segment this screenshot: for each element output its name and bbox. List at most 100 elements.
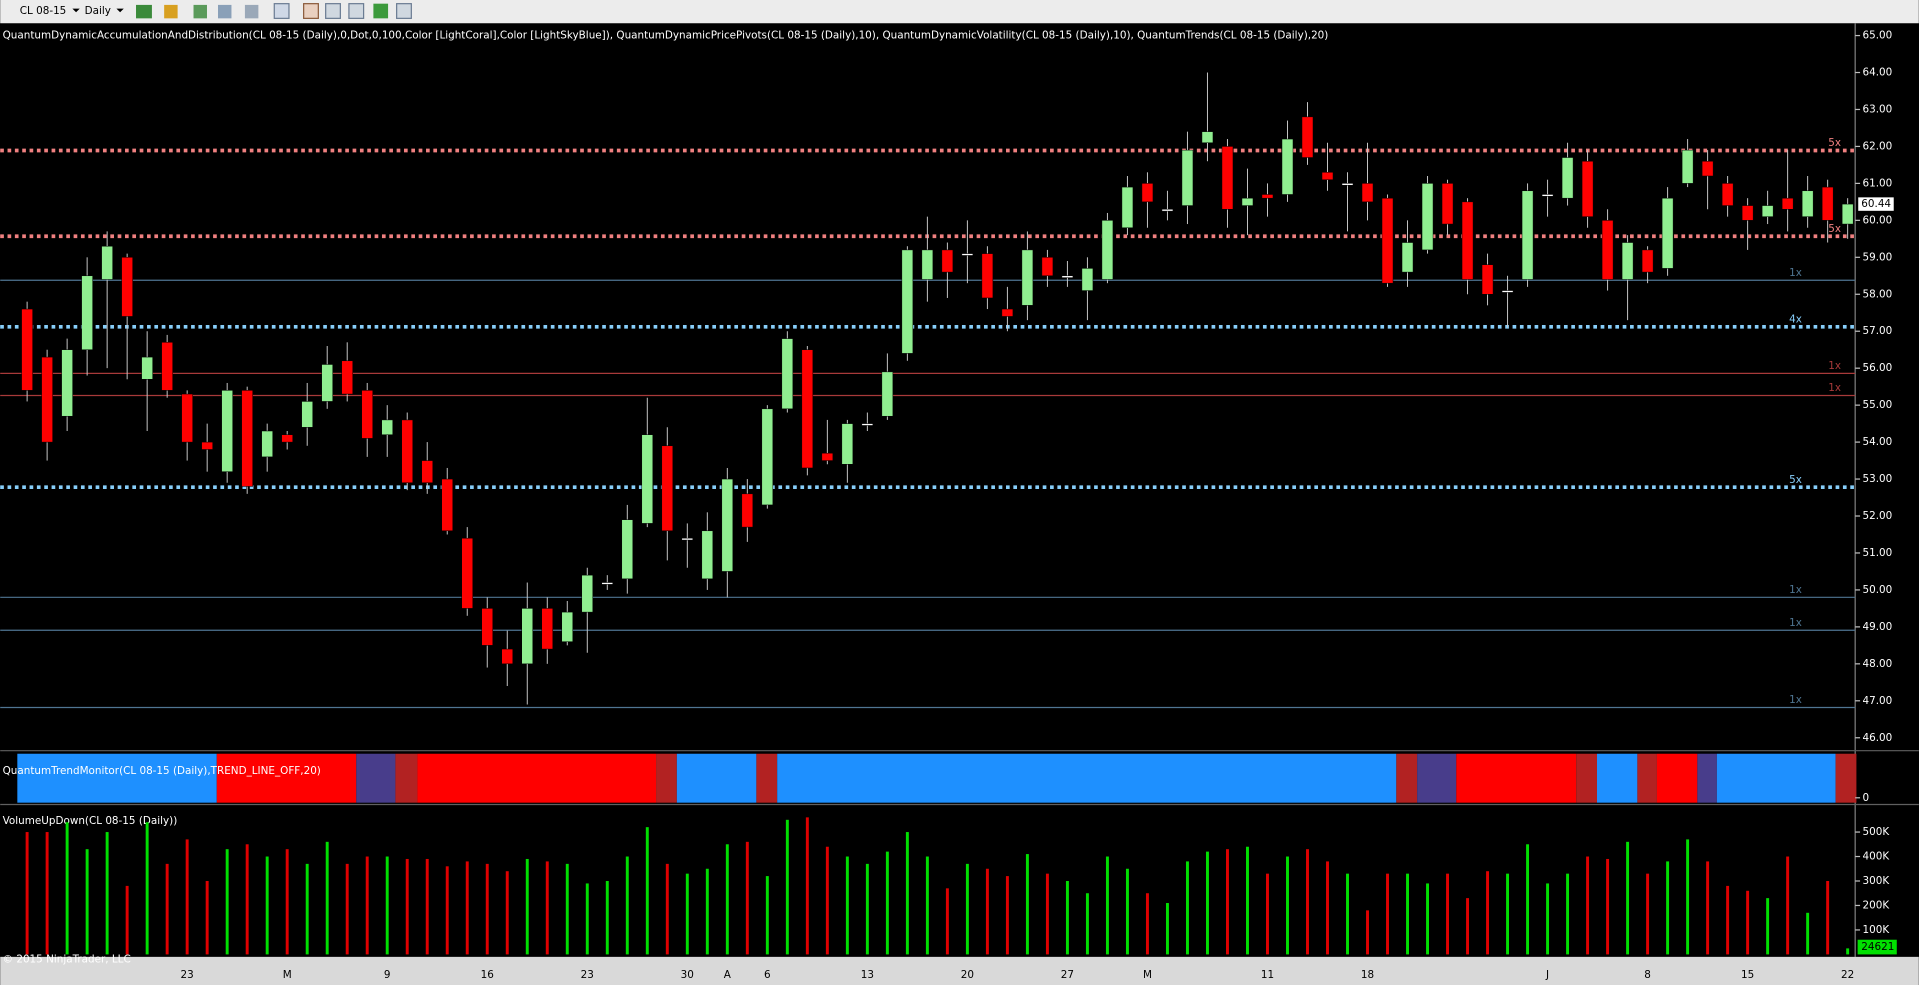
trend-state — [1656, 753, 1698, 803]
y-tick-label: 63.00 — [1863, 103, 1893, 115]
volume-bar — [1426, 883, 1429, 955]
volume-bar — [165, 863, 169, 955]
volume-bar — [1025, 854, 1029, 955]
volume-bar — [45, 832, 49, 955]
y-tick-label: 51.00 — [1863, 547, 1893, 559]
volume-bar — [125, 885, 129, 955]
candle-body — [561, 611, 574, 642]
candle-body — [121, 257, 133, 317]
interval-selector[interactable]: Daily — [85, 5, 111, 17]
candle-body — [1381, 197, 1394, 284]
volume-bar — [405, 858, 409, 955]
candle-body — [241, 390, 253, 487]
volume-bar — [1346, 873, 1349, 955]
volume-bar — [1125, 868, 1129, 955]
y-tick-label: 59.00 — [1863, 251, 1893, 263]
volume-bar — [1766, 898, 1770, 955]
data-box-button[interactable] — [325, 3, 341, 19]
volume-bar — [1546, 883, 1550, 955]
candle-body — [1361, 183, 1374, 203]
order-button[interactable] — [373, 3, 389, 19]
candle-body — [421, 460, 433, 483]
zoom-button[interactable] — [244, 4, 259, 19]
candle-body — [1481, 264, 1494, 295]
trend-monitor-title: QuantumTrendMonitor(CL 08-15 (Daily),TRE… — [3, 765, 321, 777]
volume-bar — [585, 883, 589, 955]
candle-body — [301, 401, 313, 428]
candle-body — [801, 349, 814, 469]
candle-body — [1401, 242, 1414, 273]
symbol-selector[interactable]: CL 08-15 — [20, 5, 67, 17]
trend-state — [216, 753, 357, 803]
candle-body — [841, 423, 854, 465]
candle-body — [1641, 249, 1654, 273]
candle-body — [1741, 205, 1754, 221]
template-button[interactable] — [396, 3, 412, 19]
volume-bar — [325, 841, 329, 955]
pivot-level-label: 1x — [1828, 360, 1841, 372]
candle-body — [1421, 183, 1434, 251]
candle-body — [101, 245, 113, 280]
x-tick-label: 30 — [681, 969, 694, 981]
pivot-level-label: 5x — [1789, 474, 1802, 486]
y-tick-label: 47.00 — [1863, 695, 1893, 707]
candle-body — [1021, 249, 1034, 306]
candle-body — [1201, 131, 1214, 143]
volume-bar — [465, 861, 469, 955]
y-tick-label: 61.00 — [1863, 177, 1893, 189]
candle-body — [21, 308, 33, 391]
candle-body — [161, 342, 173, 391]
candle-body — [201, 441, 213, 450]
volume-bar — [1085, 893, 1089, 955]
volume-bar — [1586, 856, 1590, 955]
chart-trader-button[interactable] — [348, 3, 365, 19]
candle-body — [1301, 116, 1314, 158]
volume-bar — [945, 888, 949, 955]
candle-body — [41, 356, 53, 443]
candle-body — [1821, 186, 1834, 221]
candle-body — [1521, 190, 1534, 280]
volume-bar — [1286, 856, 1289, 955]
last-price-box — [1857, 196, 1895, 213]
candle-body — [941, 249, 954, 273]
strategy-button[interactable] — [217, 4, 232, 19]
search-button[interactable] — [273, 3, 290, 19]
volume-bar — [65, 822, 69, 955]
last-volume-label: 24621 — [1861, 941, 1894, 953]
volume-bar — [25, 832, 29, 955]
y-tick-label: 60.00 — [1863, 214, 1893, 226]
draw-button[interactable] — [164, 4, 178, 19]
volume-bar — [1246, 846, 1249, 955]
dropdown-arrow — [72, 8, 80, 13]
volume-bar — [1306, 849, 1309, 955]
candle-body — [1721, 183, 1734, 206]
trend-monitor-strip — [17, 753, 1857, 803]
candle-body — [821, 452, 834, 461]
y-tick-label: 46.00 — [1863, 732, 1893, 744]
candle-body — [1221, 146, 1234, 210]
candle-body — [1841, 203, 1854, 225]
volume-bar — [685, 873, 689, 955]
volume-bar — [485, 863, 489, 955]
volume-bar — [1706, 861, 1710, 955]
volume-bar — [525, 858, 529, 955]
volume-bar — [705, 868, 709, 955]
x-tick-label: 8 — [1644, 969, 1651, 981]
volume-bar — [785, 819, 789, 955]
candle-body — [1441, 183, 1454, 225]
volume-bar — [1165, 903, 1169, 955]
candle-body — [1121, 186, 1134, 228]
candle-body — [1261, 194, 1274, 199]
volume-bar — [1466, 898, 1470, 955]
y-tick-label: 54.00 — [1863, 436, 1893, 448]
chart-style-button[interactable] — [136, 4, 152, 19]
indicator-button[interactable] — [193, 4, 207, 19]
candle-body — [1681, 149, 1694, 184]
volume-bar — [1045, 873, 1049, 955]
properties-button[interactable] — [303, 3, 319, 19]
candle-body — [221, 390, 233, 472]
volume-bar — [1105, 856, 1109, 955]
candle-body — [1621, 242, 1634, 280]
